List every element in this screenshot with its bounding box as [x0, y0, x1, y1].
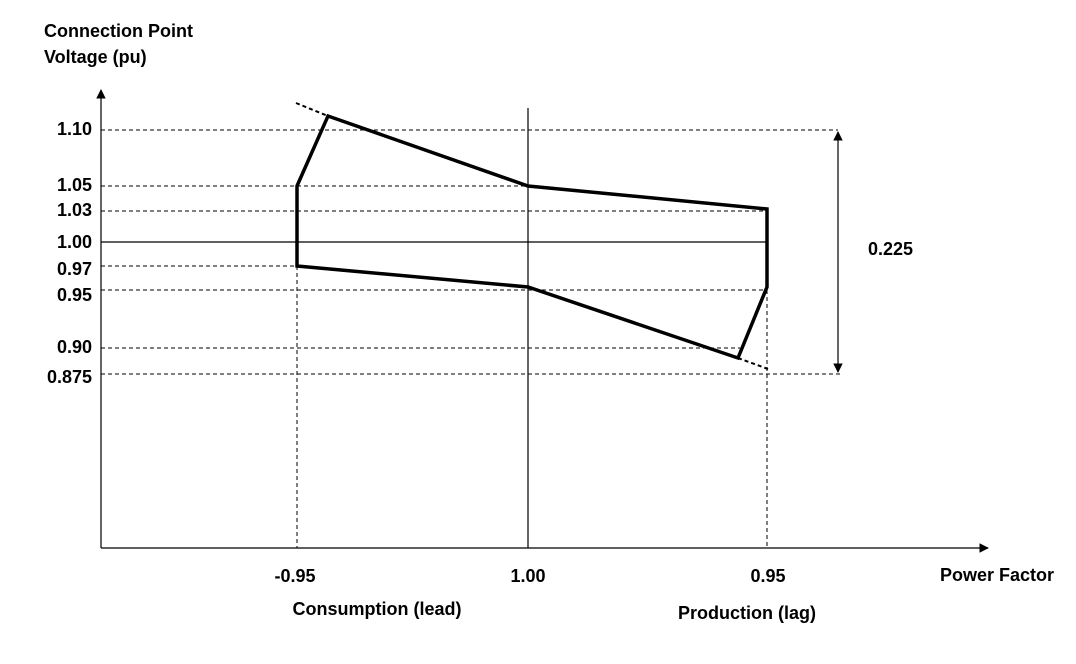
y-tick-label: 1.05	[57, 175, 92, 195]
x-tick-label: 0.95	[750, 566, 785, 586]
x-tick-label: 1.00	[510, 566, 545, 586]
voltage-envelope	[295, 113, 769, 361]
y-tick-label: 1.03	[57, 200, 92, 220]
region-label: Production (lag)	[678, 603, 816, 623]
y-axis-title: Voltage (pu)	[44, 47, 147, 67]
extension-line	[295, 102, 329, 117]
y-tick-label: 0.95	[57, 285, 92, 305]
y-tick-label: 0.97	[57, 259, 92, 279]
extension-line	[737, 357, 769, 370]
y-tick-label: 0.875	[47, 367, 92, 387]
x-axis-title: Power Factor	[940, 565, 1054, 585]
region-label: Consumption (lead)	[293, 599, 462, 619]
x-tick-label: -0.95	[274, 566, 315, 586]
y-axis-title: Connection Point	[44, 21, 193, 41]
y-tick-label: 1.10	[57, 119, 92, 139]
y-tick-label: 1.00	[57, 232, 92, 252]
y-tick-label: 0.90	[57, 337, 92, 357]
range-annotation: 0.225	[868, 239, 913, 259]
